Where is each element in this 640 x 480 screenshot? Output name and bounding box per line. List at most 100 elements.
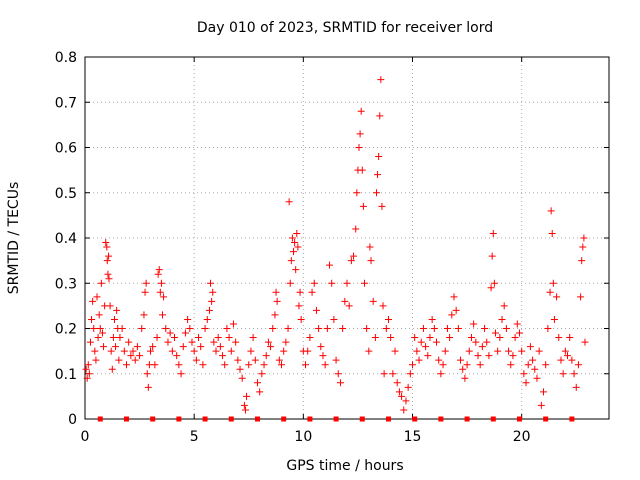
data-point [267,343,275,351]
data-point [245,361,253,369]
data-point [168,347,176,355]
data-point [353,189,361,197]
data-point [219,352,227,360]
data-point [201,325,209,332]
data-point [203,315,211,323]
data-point [207,279,215,287]
data-point [249,334,257,342]
data-point [400,406,408,414]
data-point [260,361,268,369]
data-point [229,320,237,328]
baseline-point [385,416,391,422]
data-point [258,370,266,378]
y-axis-label: SRMTID / TECUs [6,182,22,295]
data-point [382,325,390,332]
x-tick-label: 15 [404,429,422,445]
data-point [334,370,342,378]
data-point [97,279,105,287]
y-tick-label: 0.1 [55,367,77,383]
data-point [302,361,310,369]
baseline-point [490,416,496,422]
data-point [474,352,482,360]
data-point [413,347,421,355]
data-point [459,365,467,373]
y-tick-label: 0.4 [55,231,77,247]
y-tick-label: 0.8 [55,50,77,66]
data-point [505,347,513,355]
data-point [105,252,113,260]
data-point [533,374,541,382]
data-point [422,343,430,351]
data-point [285,198,293,206]
data-point [195,334,203,342]
data-point [522,379,530,387]
data-point [509,352,517,360]
data-point [106,302,114,310]
data-point [181,329,189,337]
data-point [488,252,496,260]
baseline-point [281,416,287,422]
data-point [293,229,301,237]
data-point [199,361,207,369]
baseline-point [202,416,208,422]
data-point [282,338,290,346]
data-point [129,347,137,355]
data-point [93,293,101,301]
data-point [236,365,244,373]
data-point [312,306,320,314]
data-point [472,338,480,346]
data-point [502,325,510,332]
data-point [566,334,574,342]
data-point [376,112,384,120]
data-point [339,325,347,332]
data-point [291,239,299,247]
data-point [511,334,519,342]
data-point [107,347,115,355]
data-point [214,334,222,342]
y-tick-label: 0.5 [55,186,77,202]
data-point [147,347,154,355]
data-series [82,76,589,422]
data-point [577,293,585,301]
data-point [115,356,123,364]
data-point [310,279,318,287]
data-point [278,361,285,369]
data-point [476,361,484,369]
data-point [487,284,495,292]
data-point [393,379,401,387]
data-point [173,352,181,360]
data-point [494,347,502,355]
data-point [171,334,179,342]
baseline-point [176,416,182,422]
data-point [216,343,224,351]
data-point [426,334,434,342]
data-point [481,325,489,332]
baseline-point [123,416,129,422]
data-point [253,379,261,387]
data-point [371,334,379,342]
data-point [391,347,399,355]
data-point [336,379,344,387]
data-point [143,370,151,378]
data-point [544,325,552,332]
data-point [308,288,316,296]
data-point [323,325,331,332]
data-point [363,325,371,332]
data-point [513,320,521,328]
data-point [415,356,423,364]
data-point [160,293,168,301]
data-point [179,343,187,351]
data-point [549,279,557,287]
data-point [292,266,300,274]
data-point [483,338,491,346]
data-point [122,361,130,369]
data-point [269,325,277,332]
data-point [578,257,586,265]
data-point [417,338,425,346]
data-point [345,302,353,310]
data-point [140,311,148,319]
data-point [273,297,281,305]
data-point [555,334,563,342]
x-axis-label: GPS time / hours [286,458,403,474]
data-point [155,266,163,274]
